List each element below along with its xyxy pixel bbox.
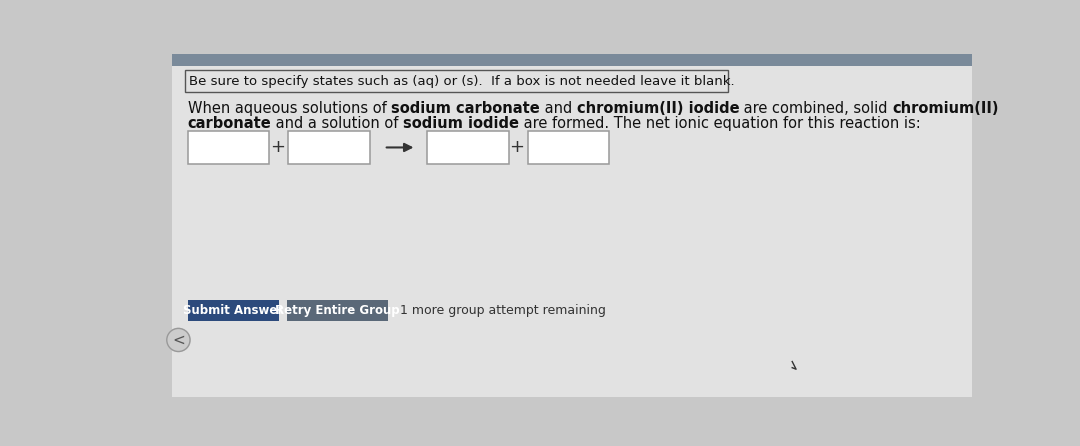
Text: and: and [540,101,577,116]
Text: and a solution of: and a solution of [271,116,404,131]
FancyBboxPatch shape [287,300,388,322]
FancyBboxPatch shape [428,131,509,165]
Text: sodium iodide: sodium iodide [404,116,519,131]
Text: chromium(II): chromium(II) [892,101,999,116]
Text: <: < [172,332,185,347]
Text: are combined, solid: are combined, solid [740,101,892,116]
FancyBboxPatch shape [186,70,728,92]
FancyBboxPatch shape [288,131,369,165]
Text: carbonate: carbonate [188,116,271,131]
FancyBboxPatch shape [172,54,972,397]
Text: Be sure to specify states such as (aq) or (s).  If a box is not needed leave it : Be sure to specify states such as (aq) o… [189,75,734,88]
FancyBboxPatch shape [172,54,972,66]
Text: sodium carbonate: sodium carbonate [391,101,540,116]
Text: are formed. The net ionic equation for this reaction is:: are formed. The net ionic equation for t… [519,116,921,131]
Text: 1 more group attempt remaining: 1 more group attempt remaining [400,304,606,317]
Text: Submit Answer: Submit Answer [184,304,284,317]
FancyBboxPatch shape [188,300,279,322]
Text: Retry Entire Group: Retry Entire Group [275,304,400,317]
Text: chromium(II) iodide: chromium(II) iodide [577,101,740,116]
Text: +: + [270,138,285,157]
FancyBboxPatch shape [188,131,269,165]
Circle shape [166,328,190,351]
Text: +: + [510,138,525,157]
FancyBboxPatch shape [528,131,609,165]
Text: When aqueous solutions of: When aqueous solutions of [188,101,391,116]
